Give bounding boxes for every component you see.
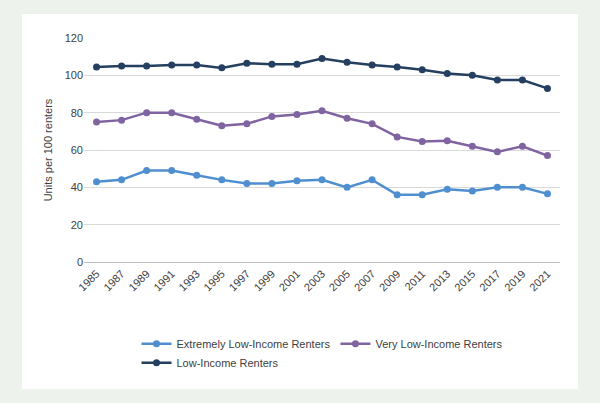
svg-text:1991: 1991 xyxy=(151,268,177,294)
svg-text:20: 20 xyxy=(71,219,83,231)
svg-text:Very Low-Income Renters: Very Low-Income Renters xyxy=(375,338,502,350)
svg-text:2015: 2015 xyxy=(452,268,478,294)
svg-text:120: 120 xyxy=(65,32,83,44)
svg-text:2007: 2007 xyxy=(352,268,378,294)
svg-text:2021: 2021 xyxy=(527,268,553,294)
svg-text:40: 40 xyxy=(71,181,83,193)
svg-text:1995: 1995 xyxy=(201,268,227,294)
svg-text:Extremely Low-Income Renters: Extremely Low-Income Renters xyxy=(177,338,331,350)
svg-text:2011: 2011 xyxy=(402,268,427,293)
svg-text:1999: 1999 xyxy=(251,268,277,294)
svg-text:80: 80 xyxy=(71,107,83,119)
svg-text:2005: 2005 xyxy=(327,268,353,294)
svg-text:1993: 1993 xyxy=(176,268,202,294)
svg-text:2013: 2013 xyxy=(427,268,453,294)
svg-text:2019: 2019 xyxy=(502,268,528,294)
svg-text:1997: 1997 xyxy=(226,268,252,294)
svg-text:2009: 2009 xyxy=(377,268,403,294)
svg-text:100: 100 xyxy=(65,69,83,81)
svg-text:2003: 2003 xyxy=(302,268,328,294)
svg-text:0: 0 xyxy=(77,256,83,268)
svg-text:60: 60 xyxy=(71,144,83,156)
svg-text:2001: 2001 xyxy=(276,268,302,294)
svg-text:1989: 1989 xyxy=(126,268,152,294)
svg-text:Low-Income Renters: Low-Income Renters xyxy=(177,357,279,369)
svg-text:1985: 1985 xyxy=(76,268,102,294)
svg-text:1987: 1987 xyxy=(101,268,127,294)
svg-text:2017: 2017 xyxy=(477,268,503,294)
svg-text:Units per 100 renters: Units per 100 renters xyxy=(42,98,54,201)
